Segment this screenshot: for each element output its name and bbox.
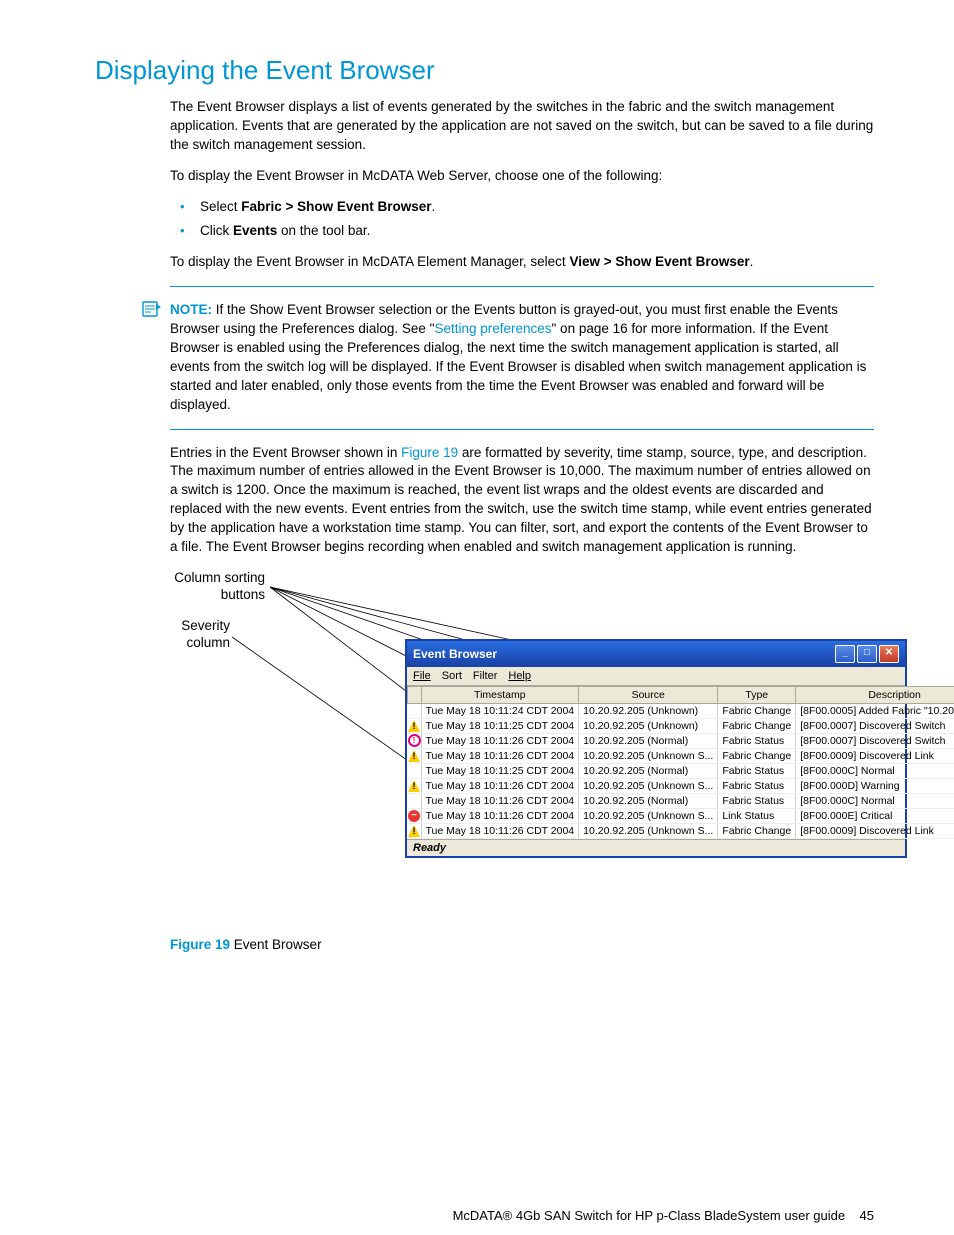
cell-type: Fabric Change (718, 718, 796, 733)
figure-caption: Figure 19 Event Browser (170, 937, 874, 952)
cell-ts: Tue May 18 10:11:26 CDT 2004 (421, 733, 579, 748)
cell-desc: [8F00.000C] Normal (796, 763, 954, 778)
table-row[interactable]: Tue May 18 10:11:24 CDT 200410.20.92.205… (408, 703, 954, 718)
cell-src: 10.20.92.205 (Normal) (579, 763, 718, 778)
col-severity[interactable] (408, 686, 422, 703)
cell-desc: [8F00.000C] Normal (796, 793, 954, 808)
severity-cell (408, 733, 422, 748)
paragraph-1: The Event Browser displays a list of eve… (170, 98, 874, 155)
menu-help[interactable]: Help (508, 670, 531, 682)
table-row[interactable]: Tue May 18 10:11:26 CDT 200410.20.92.205… (408, 793, 954, 808)
cell-desc: [8F00.000D] Warning (796, 778, 954, 793)
cell-desc: [8F00.0005] Added Fabric "10.20.92.205 (796, 703, 954, 718)
cell-desc: [8F00.0009] Discovered Link (796, 748, 954, 763)
warning-icon (408, 825, 420, 837)
table-row[interactable]: Tue May 18 10:11:26 CDT 200410.20.92.205… (408, 778, 954, 793)
cell-ts: Tue May 18 10:11:26 CDT 2004 (421, 808, 579, 823)
cell-desc: [8F00.0009] Discovered Link (796, 823, 954, 838)
cell-src: 10.20.92.205 (Normal) (579, 733, 718, 748)
cell-desc: [8F00.0007] Discovered Switch (796, 733, 954, 748)
divider-bottom (170, 429, 874, 430)
cell-type: Fabric Status (718, 763, 796, 778)
severity-cell (408, 808, 422, 823)
cell-type: Fabric Change (718, 748, 796, 763)
col-description[interactable]: Description (796, 686, 954, 703)
cell-ts: Tue May 18 10:11:26 CDT 2004 (421, 778, 579, 793)
status-bar: Ready (407, 839, 905, 856)
setting-preferences-link[interactable]: Setting preferences (434, 321, 551, 336)
cell-desc: [8F00.000E] Critical (796, 808, 954, 823)
event-browser-window: Event Browser _ □ ✕ File Sort Filter Help T… (405, 639, 907, 858)
page-footer: McDATA® 4Gb SAN Switch for HP p-Class Bl… (453, 1208, 874, 1223)
cell-type: Fabric Change (718, 823, 796, 838)
cell-type: Fabric Status (718, 733, 796, 748)
figure-19-link[interactable]: Figure 19 (401, 445, 458, 460)
callout-column-sorting: Column sortingbuttons (165, 569, 265, 604)
severity-cell (408, 763, 422, 778)
table-row[interactable]: Tue May 18 10:11:26 CDT 200410.20.92.205… (408, 823, 954, 838)
cell-src: 10.20.92.205 (Unknown S... (579, 778, 718, 793)
severity-cell (408, 793, 422, 808)
cell-src: 10.20.92.205 (Unknown S... (579, 748, 718, 763)
menu-filter[interactable]: Filter (473, 670, 497, 682)
cell-src: 10.20.92.205 (Unknown) (579, 703, 718, 718)
cell-ts: Tue May 18 10:11:26 CDT 2004 (421, 793, 579, 808)
table-row[interactable]: Tue May 18 10:11:26 CDT 200410.20.92.205… (408, 748, 954, 763)
cell-ts: Tue May 18 10:11:25 CDT 2004 (421, 763, 579, 778)
cell-ts: Tue May 18 10:11:26 CDT 2004 (421, 748, 579, 763)
cell-src: 10.20.92.205 (Unknown) (579, 718, 718, 733)
bullet-1: Select Fabric > Show Event Browser. (170, 198, 874, 217)
warning-icon (408, 720, 420, 732)
divider-top (170, 286, 874, 287)
table-row[interactable]: Tue May 18 10:11:26 CDT 200410.20.92.205… (408, 733, 954, 748)
window-title: Event Browser (413, 647, 497, 661)
cell-desc: [8F00.0007] Discovered Switch (796, 718, 954, 733)
cell-type: Fabric Change (718, 703, 796, 718)
severity-cell (408, 718, 422, 733)
cell-type: Fabric Status (718, 778, 796, 793)
warning-icon (408, 750, 420, 762)
cell-src: 10.20.92.205 (Unknown S... (579, 808, 718, 823)
info-icon (408, 734, 421, 747)
minimize-button[interactable]: _ (835, 645, 855, 663)
menu-sort[interactable]: Sort (442, 670, 462, 682)
note-block: NOTE: If the Show Event Browser selectio… (170, 301, 874, 414)
bullet-list: Select Fabric > Show Event Browser. Clic… (170, 198, 874, 242)
col-timestamp[interactable]: Timestamp (421, 686, 579, 703)
event-table: Timestamp Source Type Description Tue Ma… (407, 686, 954, 839)
menu-bar: File Sort Filter Help (407, 667, 905, 686)
critical-icon (408, 810, 420, 822)
menu-file[interactable]: File (413, 670, 431, 682)
cell-ts: Tue May 18 10:11:24 CDT 2004 (421, 703, 579, 718)
severity-cell (408, 778, 422, 793)
cell-ts: Tue May 18 10:11:26 CDT 2004 (421, 823, 579, 838)
figure-area: Column sortingbuttons Severitycolumn Eve… (170, 569, 874, 929)
col-type[interactable]: Type (718, 686, 796, 703)
note-label: NOTE: (170, 302, 212, 317)
severity-cell (408, 703, 422, 718)
severity-cell (408, 823, 422, 838)
table-row[interactable]: Tue May 18 10:11:26 CDT 200410.20.92.205… (408, 808, 954, 823)
cell-type: Fabric Status (718, 793, 796, 808)
callout-severity: Severitycolumn (150, 617, 230, 652)
maximize-button[interactable]: □ (857, 645, 877, 663)
title-bar[interactable]: Event Browser _ □ ✕ (407, 641, 905, 667)
paragraph-3: To display the Event Browser in McDATA E… (170, 253, 874, 272)
col-source[interactable]: Source (579, 686, 718, 703)
cell-src: 10.20.92.205 (Normal) (579, 793, 718, 808)
severity-cell (408, 748, 422, 763)
warning-icon (408, 780, 420, 792)
paragraph-4: Entries in the Event Browser shown in Fi… (170, 444, 874, 557)
note-icon (142, 301, 162, 317)
table-row[interactable]: Tue May 18 10:11:25 CDT 200410.20.92.205… (408, 718, 954, 733)
table-row[interactable]: Tue May 18 10:11:25 CDT 200410.20.92.205… (408, 763, 954, 778)
cell-src: 10.20.92.205 (Unknown S... (579, 823, 718, 838)
close-button[interactable]: ✕ (879, 645, 899, 663)
paragraph-2: To display the Event Browser in McDATA W… (170, 167, 874, 186)
page-heading: Displaying the Event Browser (95, 55, 874, 86)
bullet-2: Click Events on the tool bar. (170, 222, 874, 241)
cell-type: Link Status (718, 808, 796, 823)
cell-ts: Tue May 18 10:11:25 CDT 2004 (421, 718, 579, 733)
